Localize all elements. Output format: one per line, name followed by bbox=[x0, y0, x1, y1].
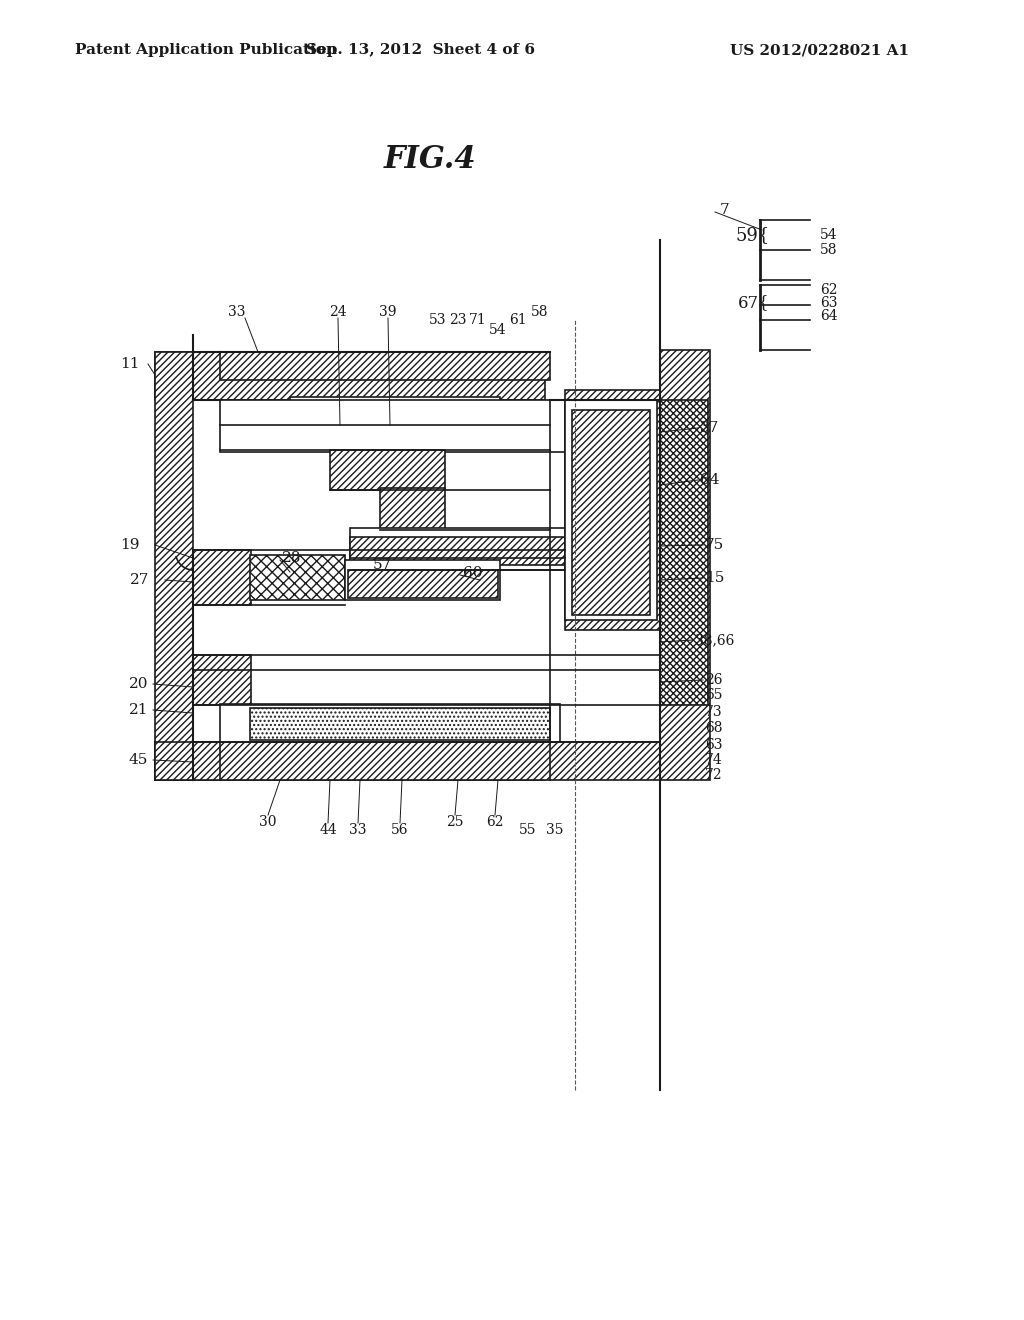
FancyBboxPatch shape bbox=[565, 389, 660, 630]
Text: 73: 73 bbox=[705, 705, 723, 719]
FancyBboxPatch shape bbox=[155, 742, 660, 780]
Text: 21: 21 bbox=[128, 704, 148, 717]
FancyBboxPatch shape bbox=[290, 397, 500, 425]
Text: 44: 44 bbox=[319, 822, 337, 837]
Text: 72: 72 bbox=[705, 768, 723, 781]
Text: 11: 11 bbox=[120, 356, 139, 371]
Text: 60: 60 bbox=[463, 566, 482, 579]
FancyBboxPatch shape bbox=[330, 450, 445, 490]
FancyBboxPatch shape bbox=[660, 350, 710, 780]
FancyBboxPatch shape bbox=[348, 570, 498, 598]
FancyBboxPatch shape bbox=[350, 537, 565, 565]
FancyBboxPatch shape bbox=[572, 411, 650, 615]
Text: 45: 45 bbox=[129, 752, 148, 767]
Text: 58: 58 bbox=[820, 243, 838, 257]
FancyBboxPatch shape bbox=[565, 400, 657, 620]
Text: 68: 68 bbox=[705, 721, 723, 735]
Text: 54: 54 bbox=[489, 323, 507, 337]
Text: 63: 63 bbox=[820, 296, 838, 310]
FancyBboxPatch shape bbox=[290, 425, 380, 450]
FancyBboxPatch shape bbox=[660, 400, 708, 705]
FancyBboxPatch shape bbox=[220, 704, 560, 742]
Text: 33: 33 bbox=[349, 822, 367, 837]
Text: US 2012/0228021 A1: US 2012/0228021 A1 bbox=[730, 44, 909, 57]
FancyBboxPatch shape bbox=[220, 400, 590, 451]
Text: 53: 53 bbox=[429, 313, 446, 327]
Text: 67{: 67{ bbox=[738, 294, 770, 312]
Text: 7: 7 bbox=[720, 203, 730, 216]
Text: 28: 28 bbox=[282, 550, 301, 565]
Text: 62: 62 bbox=[486, 814, 504, 829]
Text: 61: 61 bbox=[509, 313, 526, 327]
Text: 63: 63 bbox=[705, 738, 723, 752]
Text: 74: 74 bbox=[705, 752, 723, 767]
Text: 37: 37 bbox=[700, 421, 719, 436]
Text: 19: 19 bbox=[120, 539, 139, 552]
Text: 23: 23 bbox=[450, 313, 467, 327]
Text: 24: 24 bbox=[329, 305, 347, 319]
FancyBboxPatch shape bbox=[155, 742, 545, 780]
Text: 15: 15 bbox=[705, 572, 724, 585]
Text: 54: 54 bbox=[820, 228, 838, 242]
Text: 27: 27 bbox=[130, 573, 150, 587]
Text: 64: 64 bbox=[820, 309, 838, 323]
Text: 71: 71 bbox=[469, 313, 486, 327]
FancyBboxPatch shape bbox=[380, 488, 445, 531]
Text: Patent Application Publication: Patent Application Publication bbox=[75, 44, 337, 57]
FancyBboxPatch shape bbox=[345, 560, 500, 601]
Text: 39: 39 bbox=[379, 305, 396, 319]
Text: 30: 30 bbox=[259, 814, 276, 829]
Text: 25: 25 bbox=[446, 814, 464, 829]
Text: FIG.4: FIG.4 bbox=[384, 144, 476, 176]
Text: 62: 62 bbox=[820, 282, 838, 297]
Text: 57: 57 bbox=[373, 558, 391, 572]
Text: 58: 58 bbox=[531, 305, 549, 319]
FancyBboxPatch shape bbox=[155, 352, 545, 400]
FancyBboxPatch shape bbox=[155, 352, 193, 780]
Text: 20: 20 bbox=[128, 677, 148, 690]
Text: Sep. 13, 2012  Sheet 4 of 6: Sep. 13, 2012 Sheet 4 of 6 bbox=[305, 44, 535, 57]
FancyBboxPatch shape bbox=[250, 554, 345, 601]
Text: 33: 33 bbox=[228, 305, 246, 319]
Text: 55: 55 bbox=[519, 822, 537, 837]
Text: 35: 35 bbox=[546, 822, 564, 837]
FancyBboxPatch shape bbox=[220, 352, 550, 380]
Text: 64: 64 bbox=[700, 473, 720, 487]
Text: 56: 56 bbox=[391, 822, 409, 837]
FancyBboxPatch shape bbox=[350, 528, 565, 570]
Text: 65: 65 bbox=[705, 688, 723, 702]
Text: 75: 75 bbox=[705, 539, 724, 552]
Text: 59{: 59{ bbox=[735, 226, 770, 244]
FancyBboxPatch shape bbox=[193, 550, 251, 605]
Text: 38,66: 38,66 bbox=[695, 634, 734, 647]
FancyBboxPatch shape bbox=[193, 655, 251, 705]
Text: 26: 26 bbox=[705, 673, 723, 686]
FancyBboxPatch shape bbox=[250, 708, 550, 741]
